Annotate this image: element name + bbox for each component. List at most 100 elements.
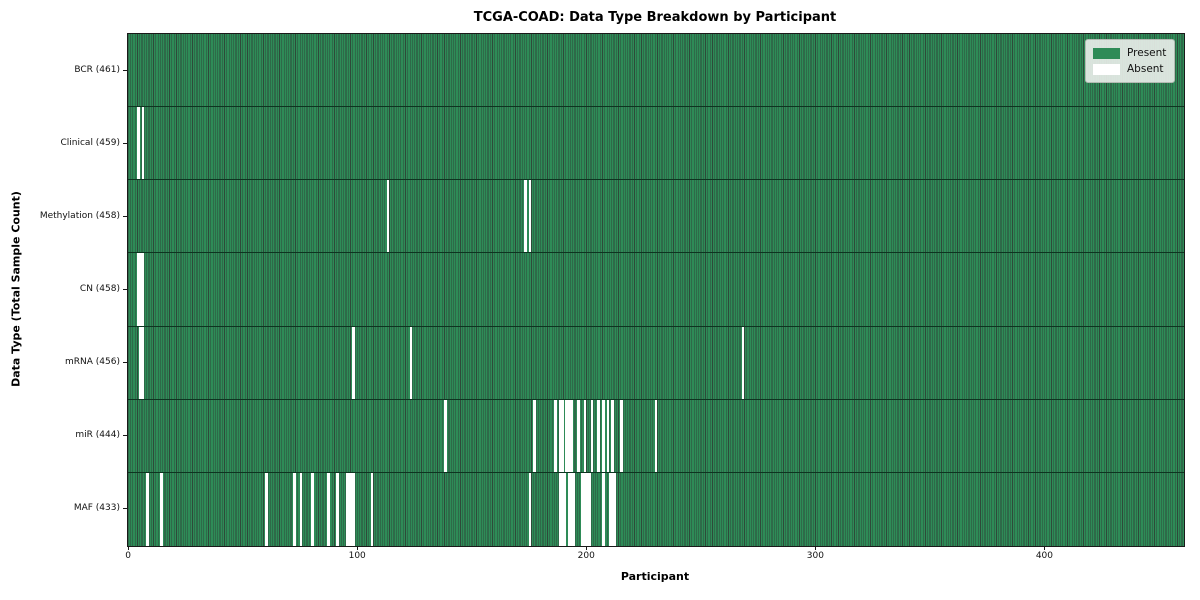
absent-mark xyxy=(141,326,145,399)
absent-mark xyxy=(139,253,143,326)
absent-mark xyxy=(141,107,145,180)
absent-mark xyxy=(299,472,303,546)
absent-mark xyxy=(583,472,587,546)
legend-swatch xyxy=(1093,47,1120,59)
absent-mark xyxy=(409,326,413,399)
absent-mark xyxy=(565,399,569,472)
absent-mark xyxy=(350,472,353,546)
absent-mark xyxy=(558,472,562,546)
absent-mark xyxy=(146,472,149,546)
y-tick-mark xyxy=(123,508,127,509)
row-mRNA xyxy=(128,326,1184,400)
absent-mark xyxy=(560,399,564,472)
absent-mark xyxy=(137,253,140,326)
absent-mark xyxy=(292,472,296,546)
y-tick-label: Methylation (458) xyxy=(39,210,120,221)
y-tick-mark xyxy=(123,143,127,144)
legend-label: Absent xyxy=(1127,63,1164,75)
absent-mark xyxy=(528,180,532,253)
row-Clinical xyxy=(128,107,1184,181)
y-tick-mark xyxy=(123,216,127,217)
absent-mark xyxy=(347,472,351,546)
absent-mark xyxy=(327,472,330,546)
absent-mark xyxy=(352,326,356,399)
absent-mark xyxy=(608,472,612,546)
absent-mark xyxy=(611,472,614,546)
absent-mark xyxy=(569,472,573,546)
y-tick-label: miR (444) xyxy=(75,430,120,441)
absent-mark xyxy=(576,399,580,472)
absent-mark xyxy=(602,472,605,546)
absent-mark xyxy=(606,399,610,472)
x-axis-label: Participant xyxy=(620,570,690,583)
absent-mark xyxy=(336,472,340,546)
x-tick-mark xyxy=(1044,546,1046,550)
legend-entry-absent: Absent xyxy=(1093,61,1167,77)
absent-mark xyxy=(563,472,566,546)
absent-mark xyxy=(553,399,557,472)
plot-area xyxy=(127,33,1185,547)
absent-mark xyxy=(613,472,617,546)
absent-mark xyxy=(558,399,562,472)
absent-mark xyxy=(586,472,589,546)
legend: Present Absent xyxy=(1085,39,1175,83)
absent-mark xyxy=(141,253,145,326)
x-tick-label: 100 xyxy=(348,551,366,561)
absent-mark xyxy=(137,107,140,180)
x-tick-mark xyxy=(815,546,817,550)
x-tick-mark xyxy=(586,546,588,550)
row-Methylation xyxy=(128,180,1184,254)
x-tick-label: 300 xyxy=(806,551,824,561)
x-tick-label: 0 xyxy=(125,551,132,561)
absent-mark xyxy=(583,399,587,472)
absent-mark xyxy=(311,472,314,546)
absent-mark xyxy=(528,472,532,546)
absent-mark xyxy=(654,399,658,472)
absent-mark xyxy=(352,472,356,546)
absent-mark xyxy=(386,180,390,253)
absent-mark xyxy=(139,326,143,399)
y-tick-label: Clinical (459) xyxy=(60,137,120,148)
absent-mark xyxy=(560,472,564,546)
row-CN xyxy=(128,253,1184,327)
absent-mark xyxy=(588,472,591,546)
y-tick-label: mRNA (456) xyxy=(65,357,120,368)
absent-mark xyxy=(620,399,624,472)
x-tick-label: 400 xyxy=(1035,551,1053,561)
x-tick-mark xyxy=(128,546,130,550)
absent-mark xyxy=(597,399,601,472)
chart-title: TCGA-COAD: Data Type Breakdown by Partic… xyxy=(473,10,837,25)
absent-mark xyxy=(572,472,575,546)
y-tick-mark xyxy=(123,289,127,290)
absent-mark xyxy=(590,399,594,472)
legend-label: Present xyxy=(1127,47,1167,59)
y-tick-label: BCR (461) xyxy=(74,64,120,75)
y-tick-label: CN (458) xyxy=(79,284,120,294)
absent-mark xyxy=(159,472,163,546)
absent-mark xyxy=(524,180,527,253)
legend-swatch xyxy=(1093,63,1120,75)
y-tick-label: MAF (433) xyxy=(73,503,120,514)
row-BCR xyxy=(128,34,1184,108)
x-tick-mark xyxy=(357,546,359,550)
row-miR xyxy=(128,399,1184,473)
absent-mark xyxy=(345,472,349,546)
absent-mark xyxy=(444,399,447,472)
row-MAF xyxy=(128,472,1184,546)
absent-mark xyxy=(581,472,585,546)
y-tick-mark xyxy=(123,435,127,436)
absent-mark xyxy=(611,399,614,472)
legend-entry-present: Present xyxy=(1093,45,1167,61)
absent-mark xyxy=(569,399,573,472)
x-tick-label: 200 xyxy=(577,551,595,561)
absent-mark xyxy=(265,472,269,546)
absent-mark xyxy=(567,399,571,472)
y-tick-mark xyxy=(123,70,127,71)
absent-mark xyxy=(602,399,605,472)
absent-mark xyxy=(567,472,571,546)
absent-mark xyxy=(370,472,374,546)
absent-mark xyxy=(533,399,537,472)
absent-mark xyxy=(741,326,745,399)
y-tick-mark xyxy=(123,362,127,363)
